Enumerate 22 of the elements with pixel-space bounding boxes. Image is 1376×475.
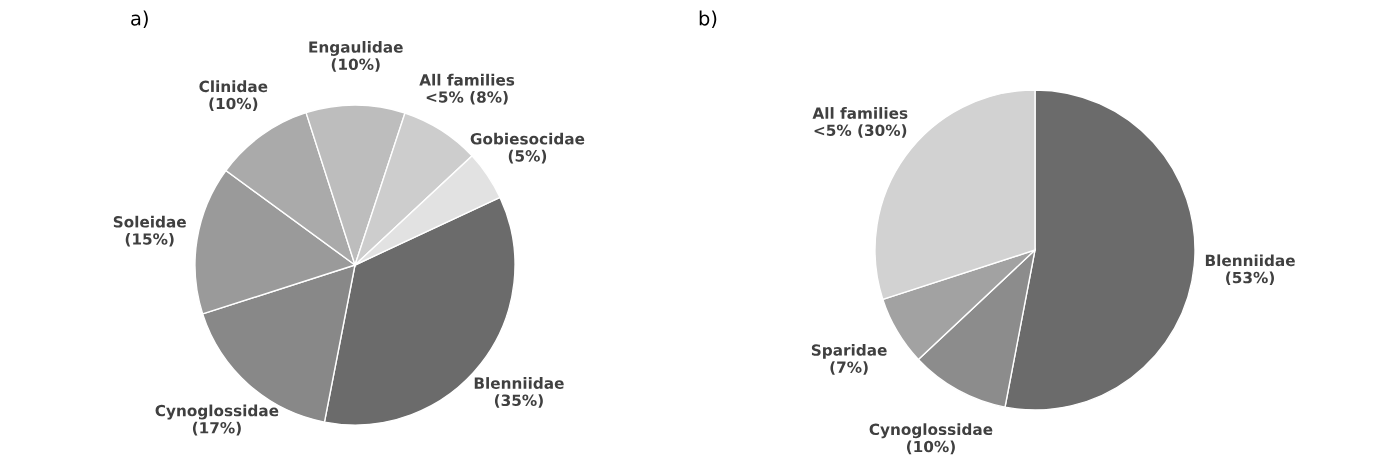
slice-label: All families <5% (8%) <box>419 73 515 105</box>
slice-label: Blenniidae <box>474 377 564 389</box>
chart-title: b) <box>699 10 717 28</box>
data-label: (17%) <box>192 421 241 436</box>
slice-label: Cynoglossidae <box>155 404 279 420</box>
slice-label: Sparidae <box>811 344 887 359</box>
slice-label: Blenniidae <box>1205 254 1295 267</box>
data-label: (53%) <box>1226 271 1274 286</box>
data-label: (5%) <box>508 149 547 164</box>
slice-label: Clinidae <box>199 80 268 93</box>
slice-label: Soleidae <box>113 215 186 228</box>
data-label: (7%) <box>830 361 868 375</box>
slice-label: All families <5% (30%) <box>812 107 908 138</box>
data-label: (10%) <box>906 440 955 455</box>
data-label: (35%) <box>494 394 543 408</box>
slice-label: Engaulidae <box>309 40 403 56</box>
chart-title: a) <box>131 10 148 28</box>
data-label: (10%) <box>331 58 380 72</box>
slice-label: Cynoglossidae <box>869 423 993 439</box>
slice-label: Gobiesocidae <box>470 132 585 145</box>
data-label: (10%) <box>209 97 258 112</box>
data-label: (15%) <box>125 232 174 247</box>
